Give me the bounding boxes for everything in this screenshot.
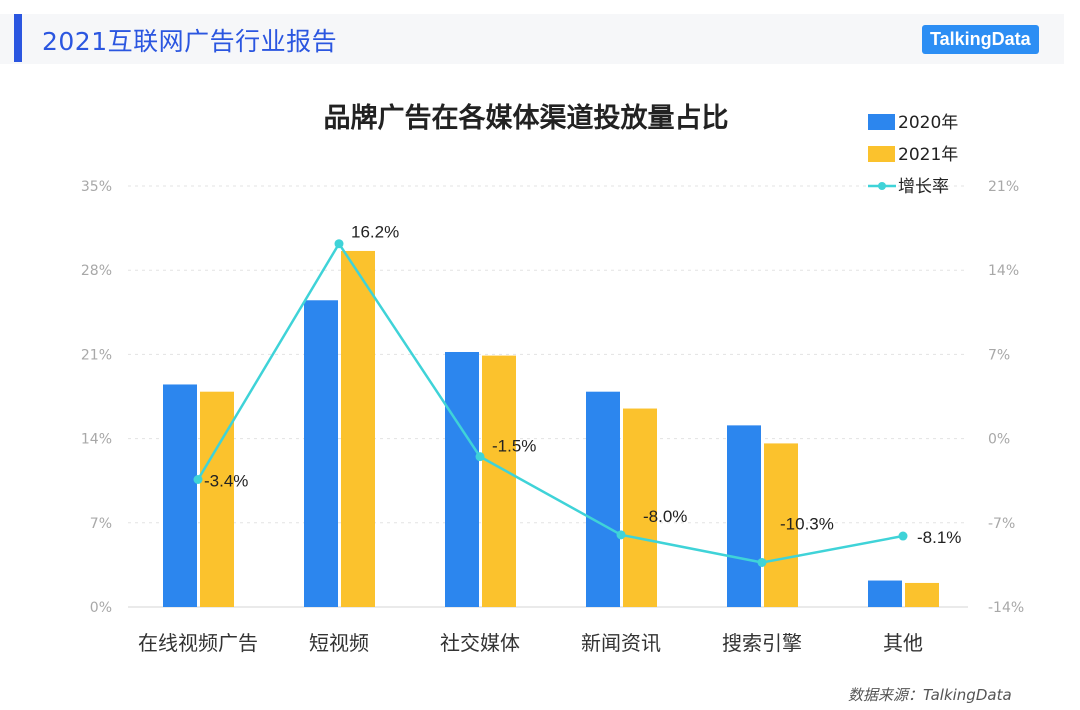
- bar-2020: [868, 580, 902, 607]
- header-bar: [0, 14, 1064, 64]
- category-label: 短视频: [309, 631, 369, 655]
- left-tick-label: 0%: [90, 600, 112, 616]
- growth-data-label: -8.0%: [643, 507, 687, 526]
- bar-2020: [163, 384, 197, 607]
- category-label: 搜索引擎: [722, 631, 802, 655]
- growth-data-label: 16.2%: [351, 223, 399, 242]
- right-tick-label: 7%: [988, 347, 1010, 363]
- growth-data-label: -8.1%: [917, 528, 961, 547]
- right-tick-label: 0%: [988, 432, 1010, 448]
- growth-point: [334, 239, 344, 249]
- brand-logo: TalkingData: [922, 25, 1039, 54]
- category-label: 其他: [883, 631, 923, 655]
- category-label: 社交媒体: [440, 631, 520, 655]
- bar-2020: [304, 300, 338, 607]
- bar-2020: [445, 351, 479, 607]
- bar-2021: [905, 582, 939, 607]
- growth-point: [757, 557, 767, 567]
- gridlines: [128, 185, 968, 608]
- legend-label: 增长率: [898, 177, 949, 197]
- growth-data-label: -3.4%: [204, 471, 248, 490]
- growth-labels: -3.4% 16.2% -1.5% -8.0% -10.3% -8.1%: [204, 223, 961, 547]
- bar-2021: [623, 408, 657, 607]
- legend-label: 2020年: [898, 113, 958, 133]
- legend-label: 2021年: [898, 145, 958, 165]
- bars: [163, 250, 939, 607]
- left-tick-label: 7%: [90, 516, 112, 532]
- right-tick-label: -14%: [988, 600, 1024, 616]
- header-accent-bar: [14, 14, 22, 62]
- growth-line-path: [196, 242, 904, 564]
- left-tick-label: 14%: [81, 432, 112, 448]
- bar-2020: [586, 391, 620, 607]
- bar-2021: [482, 355, 516, 607]
- chart-title: 品牌广告在各媒体渠道投放量占比: [324, 102, 729, 134]
- category-label: 新闻资讯: [581, 631, 661, 655]
- right-axis: -14% -7% 0% 7% 14% 21%: [988, 179, 1024, 616]
- right-tick-label: 14%: [988, 263, 1019, 279]
- bar-2021: [764, 443, 798, 607]
- bar-2021: [341, 250, 375, 607]
- bar-2021: [200, 391, 234, 607]
- growth-data-label: -10.3%: [780, 514, 834, 533]
- right-tick-label: -7%: [988, 516, 1015, 532]
- growth-point: [616, 530, 626, 540]
- left-tick-label: 21%: [81, 347, 112, 363]
- right-tick-label: 21%: [988, 179, 1019, 195]
- legend-swatch-2021: [868, 146, 895, 162]
- left-axis: 0% 7% 14% 21% 28% 35%: [81, 179, 112, 616]
- source-note: 数据来源：TalkingData: [848, 686, 1012, 704]
- category-label: 在线视频广告: [138, 631, 258, 655]
- bar-2020: [727, 425, 761, 607]
- growth-point: [475, 452, 485, 462]
- report-title: 2021互联网广告行业报告: [42, 27, 338, 56]
- growth-data-label: -1.5%: [492, 437, 536, 456]
- legend-marker-growth: [878, 182, 886, 190]
- growth-point: [898, 531, 908, 541]
- left-tick-label: 28%: [81, 263, 112, 279]
- category-axis: 在线视频广告 短视频 社交媒体 新闻资讯 搜索引擎 其他: [138, 631, 923, 655]
- left-tick-label: 35%: [81, 179, 112, 195]
- legend-swatch-2020: [868, 114, 895, 130]
- growth-line: [193, 239, 908, 567]
- growth-point: [193, 474, 203, 484]
